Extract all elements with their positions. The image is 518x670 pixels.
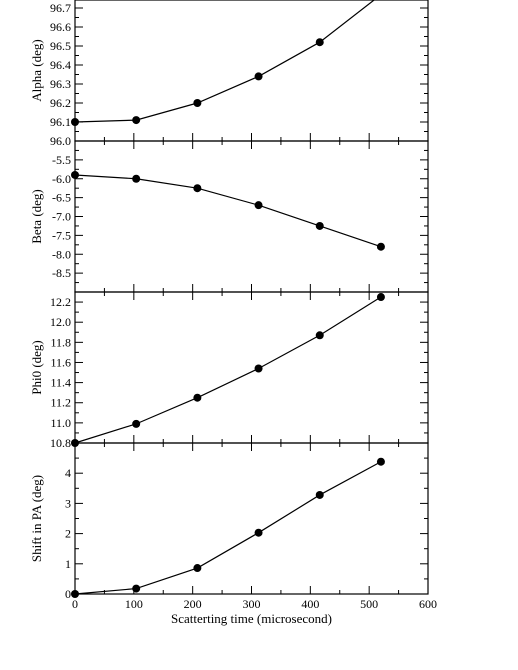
data-point — [193, 99, 202, 107]
plot-frame — [74, 291, 429, 444]
y-tick-label: -8.5 — [52, 266, 71, 280]
y-tick-label: -7.0 — [52, 210, 71, 224]
y-axis-label: Shift in PA (deg) — [29, 475, 44, 562]
y-tick-label: 4 — [65, 466, 71, 480]
series-line — [74, 296, 382, 444]
x-tick-label: 0 — [72, 597, 78, 611]
data-point — [254, 201, 263, 210]
data-point — [315, 38, 324, 47]
data-point — [132, 584, 141, 593]
data-point — [254, 72, 263, 81]
data-point — [132, 174, 141, 183]
data-point — [254, 528, 263, 537]
y-tick-label: 12.0 — [50, 315, 71, 329]
data-point — [254, 364, 263, 373]
x-tick-label: 500 — [360, 597, 378, 611]
y-tick-label: 11.4 — [50, 376, 71, 390]
data-point — [132, 419, 141, 428]
y-tick-label: 11.0 — [50, 416, 71, 430]
x-axis-label: Scatterting time (microsecond) — [171, 611, 332, 626]
y-tick-label: -6.0 — [52, 172, 71, 186]
y-tick-label: 3 — [65, 496, 71, 510]
data-point — [132, 116, 141, 125]
x-tick-label: 600 — [419, 597, 437, 611]
y-tick-label: 96.0 — [50, 134, 71, 148]
y-axis-label: Beta (deg) — [29, 189, 44, 244]
series-line — [74, 0, 376, 123]
plot-frame — [74, 140, 429, 293]
data-point — [376, 457, 385, 466]
plot-frame — [74, 442, 429, 595]
panel-2: -8.5 -8.0 -7.5 -7.0 -6.5 -6.0 -5.5 Beta (deg) — [29, 140, 429, 293]
y-tick-label: 96.3 — [50, 77, 71, 91]
y-tick-label: 12.2 — [50, 295, 71, 309]
x-tick-label: 400 — [301, 597, 319, 611]
y-tick-label: -7.5 — [52, 228, 71, 242]
data-point — [193, 564, 202, 573]
y-tick-label: 96.1 — [50, 115, 71, 129]
data-point — [376, 242, 385, 251]
data-point — [71, 118, 79, 126]
y-tick-label: 1 — [65, 557, 71, 571]
y-tick-label: 11.8 — [50, 335, 71, 349]
data-point — [193, 393, 202, 402]
panel-4: 0 1 2 3 4 Shift in PA (deg) 0 100 200 300 400 500 60… — [29, 442, 437, 626]
x-tick-label: 300 — [243, 597, 261, 611]
series-line — [74, 461, 382, 595]
y-tick-label: 11.6 — [50, 355, 71, 369]
y-tick-label: 10.8 — [50, 436, 71, 450]
data-point — [315, 490, 324, 499]
panel-3: 10.8 11.0 11.2 11.4 11.6 11.8 12.0 12.2 Phi0 (de… — [29, 291, 429, 450]
x-tick-label: 100 — [125, 597, 143, 611]
y-axis-label: Alpha (deg) — [29, 39, 44, 101]
data-point — [71, 590, 79, 598]
panel-1: 96.096.196.296.396.496.596.696.796.896.9… — [29, 0, 429, 148]
y-tick-label: 96.4 — [50, 58, 71, 72]
y-tick-label: 0 — [65, 587, 71, 601]
data-point — [71, 170, 79, 179]
y-tick-label: 11.2 — [50, 396, 71, 410]
y-axis-label: Phi0 (deg) — [29, 340, 44, 395]
y-tick-label: 96.7 — [50, 1, 71, 15]
y-tick-label: 96.2 — [50, 96, 71, 110]
data-point — [315, 221, 324, 230]
y-tick-label: 96.6 — [50, 20, 71, 34]
y-tick-label: 2 — [65, 527, 71, 541]
data-point — [376, 293, 385, 302]
y-tick-label: 96.5 — [50, 39, 71, 53]
y-tick-label: -5.5 — [52, 153, 71, 167]
series-line — [74, 174, 382, 248]
data-point — [193, 184, 202, 193]
x-tick-label: 200 — [184, 597, 202, 611]
y-tick-label: -6.5 — [52, 191, 71, 205]
data-point — [315, 331, 324, 340]
y-tick-label: -8.0 — [52, 247, 71, 261]
